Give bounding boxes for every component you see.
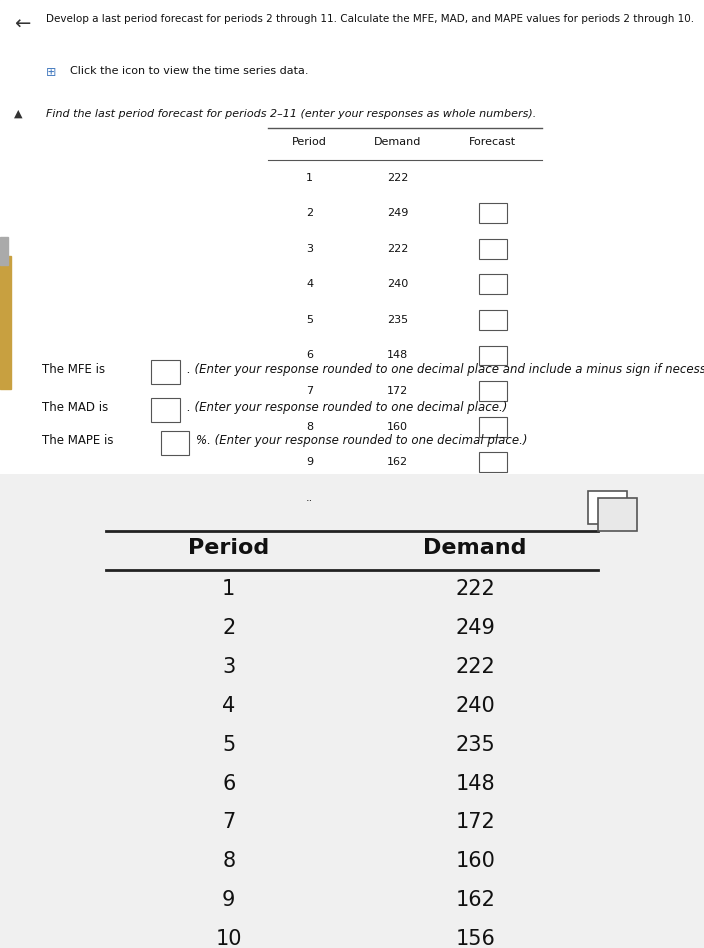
Bar: [0, 237, 8, 265]
Text: The MAD is: The MAD is: [42, 401, 108, 414]
FancyBboxPatch shape: [479, 452, 507, 472]
Text: 148: 148: [387, 351, 408, 360]
FancyBboxPatch shape: [588, 491, 627, 523]
Text: 148: 148: [455, 774, 495, 793]
Text: 162: 162: [387, 457, 408, 467]
FancyBboxPatch shape: [151, 360, 180, 384]
Text: Period: Period: [188, 538, 270, 558]
Text: Period: Period: [292, 137, 327, 148]
FancyBboxPatch shape: [161, 431, 189, 455]
Text: Forecast: Forecast: [470, 137, 516, 148]
Text: 222: 222: [387, 173, 408, 183]
Text: 4: 4: [306, 280, 313, 289]
Text: 5: 5: [222, 735, 235, 755]
FancyBboxPatch shape: [468, 488, 517, 508]
Text: 162: 162: [455, 890, 495, 910]
Text: Find the last period forecast for periods 2–11 (enter your responses as whole nu: Find the last period forecast for period…: [46, 109, 536, 119]
FancyBboxPatch shape: [479, 204, 507, 224]
FancyBboxPatch shape: [479, 346, 507, 365]
Text: 9: 9: [222, 890, 235, 910]
Text: 235: 235: [387, 315, 408, 325]
Text: 249: 249: [387, 209, 408, 218]
Text: 160: 160: [387, 422, 408, 431]
Text: 1: 1: [306, 173, 313, 183]
Text: Demand: Demand: [374, 137, 422, 148]
FancyBboxPatch shape: [479, 275, 507, 295]
FancyBboxPatch shape: [151, 398, 180, 422]
Text: 172: 172: [455, 812, 495, 832]
Text: Develop a last period forecast for periods 2 through 11. Calculate the MFE, MAD,: Develop a last period forecast for perio…: [46, 14, 694, 25]
Text: 235: 235: [455, 735, 495, 755]
Text: The MAPE is: The MAPE is: [42, 434, 114, 447]
Text: %. (Enter your response rounded to one decimal place.): %. (Enter your response rounded to one d…: [196, 434, 527, 447]
Text: 3: 3: [306, 244, 313, 254]
Text: 9: 9: [306, 457, 313, 467]
Text: . (Enter your response rounded to one decimal place.): . (Enter your response rounded to one de…: [187, 401, 507, 414]
FancyBboxPatch shape: [598, 498, 637, 531]
Text: 172: 172: [387, 386, 408, 396]
Text: . (Enter your response rounded to one decimal place and include a minus sign if : . (Enter your response rounded to one de…: [187, 363, 704, 376]
Text: 4: 4: [222, 696, 235, 716]
Text: 2: 2: [306, 209, 313, 218]
Text: 10: 10: [215, 929, 242, 948]
Text: 156: 156: [455, 929, 495, 948]
FancyBboxPatch shape: [479, 310, 507, 330]
Text: 2: 2: [222, 618, 235, 638]
FancyBboxPatch shape: [479, 239, 507, 259]
Text: 6: 6: [306, 351, 313, 360]
Text: 8: 8: [222, 851, 235, 871]
FancyBboxPatch shape: [479, 417, 507, 437]
Text: 222: 222: [387, 244, 408, 254]
Text: 5: 5: [306, 315, 313, 325]
Text: 1: 1: [222, 579, 235, 599]
Text: ⊞: ⊞: [46, 66, 56, 80]
Text: ▲: ▲: [14, 109, 23, 119]
Text: 249: 249: [455, 618, 495, 638]
Text: ←: ←: [14, 14, 30, 33]
Text: Click the icon to view the time series data.: Click the icon to view the time series d…: [70, 66, 309, 77]
Text: 6: 6: [222, 774, 235, 793]
Text: ..: ..: [306, 493, 313, 502]
Bar: [0, 256, 11, 389]
Text: The MFE is: The MFE is: [42, 363, 106, 376]
Text: 160: 160: [455, 851, 495, 871]
Text: 7: 7: [222, 812, 235, 832]
Text: 8: 8: [306, 422, 313, 431]
Text: 240: 240: [455, 696, 495, 716]
Text: 222: 222: [455, 657, 495, 677]
Text: 222: 222: [455, 579, 495, 599]
Text: 7: 7: [306, 386, 313, 396]
Text: 3: 3: [222, 657, 235, 677]
Text: 240: 240: [387, 280, 408, 289]
Text: Demand: Demand: [423, 538, 527, 558]
FancyBboxPatch shape: [479, 381, 507, 401]
